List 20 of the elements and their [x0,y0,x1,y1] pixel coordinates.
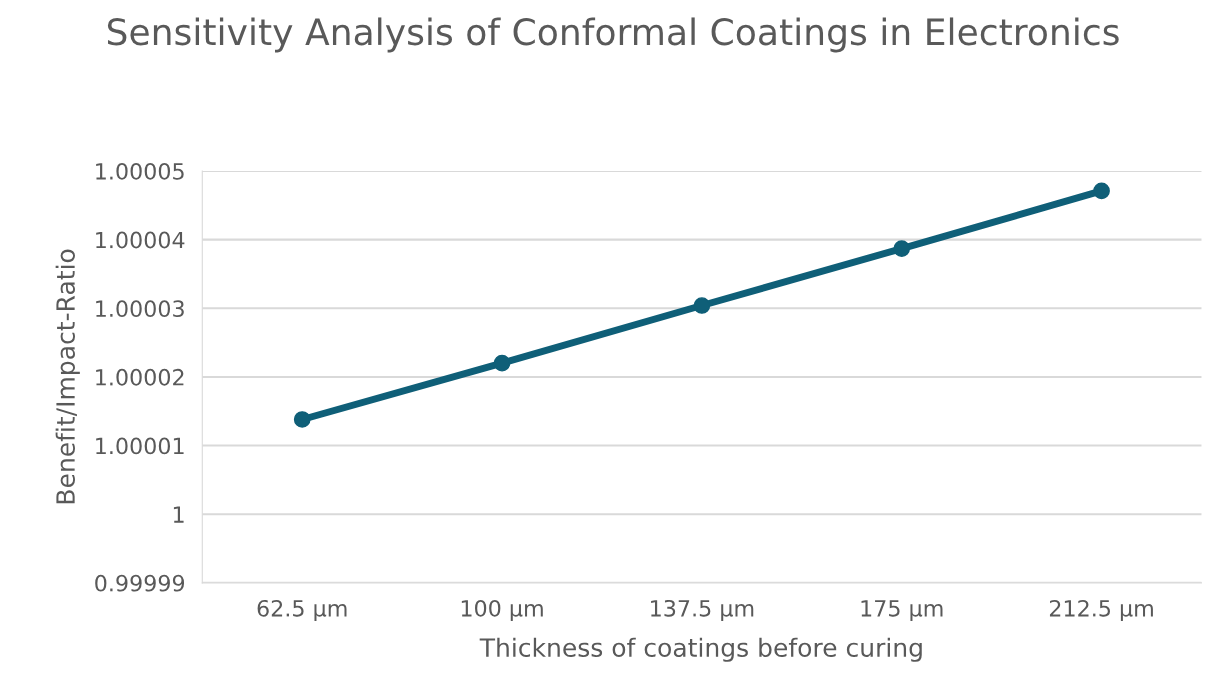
point [1093,182,1110,200]
x-axis-title: Thickness of coatings before curing [479,637,922,662]
y-axis-title: Benefit/Impact-Ratio [55,249,80,504]
x-tick-label: 62.5 µm [257,599,347,621]
y-tick-label: 0.99999 [95,574,185,592]
point [893,240,911,257]
y-tick-label: 1.00003 [96,300,184,318]
point [693,297,711,314]
point [293,411,311,428]
y-tick-label: 1.00001 [96,437,184,455]
y-tick-label: 1 [173,506,184,523]
x-tick-label: 175 µm [861,600,943,621]
x-tick-label: 100 µm [461,599,543,621]
y-tick-label: 1.00005 [96,162,184,180]
y-tick-label: 1.00002 [96,368,184,386]
x-tick-label: 212.5 µm [1049,599,1153,621]
point [493,354,511,372]
y-tick-label: 1.00004 [96,231,185,249]
chart-title: Sensitivity Analysis of Conformal Coatings in Electronics [107,17,1119,53]
x-tick-label: 137.5 µm [651,599,754,621]
